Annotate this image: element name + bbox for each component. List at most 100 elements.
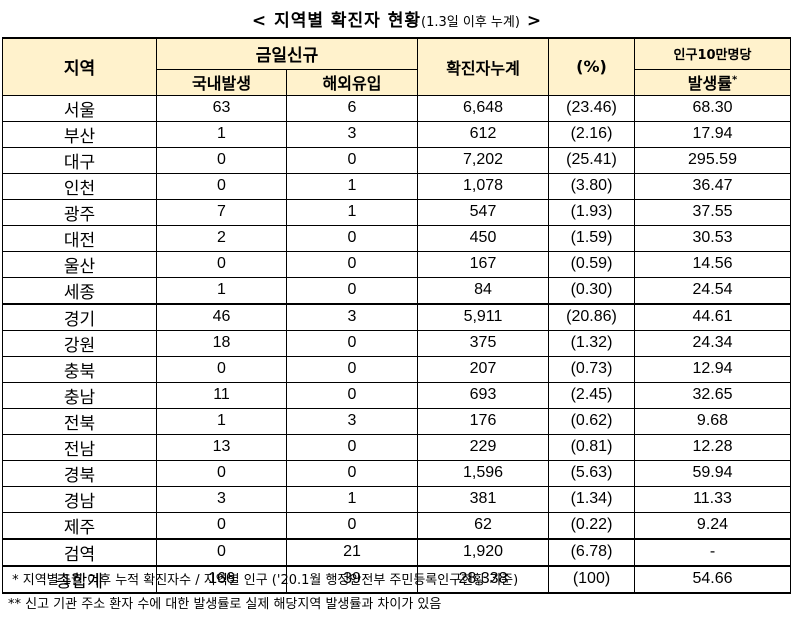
cell-percent: (0.59) [548, 250, 635, 278]
cell-rate: 44.61 [634, 302, 791, 331]
cell-percent: (20.86) [548, 302, 635, 331]
cell-overseas: 3 [286, 302, 418, 331]
cell-percent: (1.93) [548, 198, 635, 226]
cell-percent: (23.46) [548, 94, 635, 122]
cell-region: 광주 [2, 198, 157, 226]
cell-percent: (2.45) [548, 381, 635, 409]
cell-domestic: 1 [156, 276, 287, 304]
table-row: 전남 13 0 229 (0.81) 12.28 [2, 433, 791, 461]
cell-domestic: 63 [156, 94, 287, 122]
cell-rate: 24.34 [634, 329, 791, 357]
cell-domestic: 11 [156, 381, 287, 409]
table-row: 부산 1 3 612 (2.16) 17.94 [2, 120, 791, 148]
cell-rate: 36.47 [634, 172, 791, 200]
table-row: 경기 46 3 5,911 (20.86) 44.61 [2, 302, 791, 331]
table-row: 대전 2 0 450 (1.59) 30.53 [2, 224, 791, 252]
cell-overseas: 21 [286, 537, 418, 566]
cell-rate: 12.28 [634, 433, 791, 461]
cell-domestic: 1 [156, 120, 287, 148]
cell-percent: (25.41) [548, 146, 635, 174]
cell-percent: (5.63) [548, 459, 635, 487]
header-rate-line1: 인구10만명당 [634, 37, 791, 70]
cell-domestic: 7 [156, 198, 287, 226]
header-overseas: 해외유입 [286, 68, 418, 96]
cell-cumulative: 1,078 [417, 172, 549, 200]
cell-region: 검역 [2, 537, 157, 566]
cell-rate: 17.94 [634, 120, 791, 148]
cell-percent: (2.16) [548, 120, 635, 148]
cell-region: 전남 [2, 433, 157, 461]
cell-region: 대구 [2, 146, 157, 174]
cell-overseas: 1 [286, 198, 418, 226]
table-row: 서울 63 6 6,648 (23.46) 68.30 [2, 94, 791, 122]
cell-cumulative: 28,338 [417, 564, 549, 594]
cell-cumulative: 693 [417, 381, 549, 409]
cell-region: 서울 [2, 94, 157, 122]
cell-domestic: 166 [156, 564, 287, 594]
cell-cumulative: 612 [417, 120, 549, 148]
cell-overseas: 0 [286, 381, 418, 409]
cell-cumulative: 207 [417, 355, 549, 383]
cell-cumulative: 450 [417, 224, 549, 252]
header-rate-label: 발생률 [687, 74, 732, 93]
cell-cumulative: 381 [417, 485, 549, 513]
cell-region: 전북 [2, 407, 157, 435]
table-row: 대구 0 0 7,202 (25.41) 295.59 [2, 146, 791, 174]
cell-domestic: 0 [156, 537, 287, 566]
header-rate-footnote-mark: * [731, 74, 738, 86]
cell-region: 경기 [2, 302, 157, 331]
table-row: 인천 0 1 1,078 (3.80) 36.47 [2, 172, 791, 200]
table-row: 광주 7 1 547 (1.93) 37.55 [2, 198, 791, 226]
cell-percent: (3.80) [548, 172, 635, 200]
header-region: 지역 [2, 37, 157, 96]
cell-rate: 59.94 [634, 459, 791, 487]
header-today-new: 금일신규 [156, 37, 418, 70]
cell-cumulative: 547 [417, 198, 549, 226]
cell-percent: (0.30) [548, 276, 635, 304]
cell-cumulative: 229 [417, 433, 549, 461]
cell-percent: (1.32) [548, 329, 635, 357]
cell-percent: (0.73) [548, 355, 635, 383]
header-percent: (%) [548, 37, 635, 96]
cell-overseas: 0 [286, 459, 418, 487]
table-row: 전북 1 3 176 (0.62) 9.68 [2, 407, 791, 435]
table-row: 충남 11 0 693 (2.45) 32.65 [2, 381, 791, 409]
cell-overseas: 0 [286, 224, 418, 252]
title-subtitle: (1.3일 이후 누계) [421, 15, 520, 30]
cell-domestic: 0 [156, 146, 287, 174]
cell-rate: 9.68 [634, 407, 791, 435]
table-row: 경남 3 1 381 (1.34) 11.33 [2, 485, 791, 513]
table-header: 지역 금일신규 확진자누계 (%) 인구10만명당 국내발생 해외유입 발생률* [2, 37, 791, 96]
cell-region: 인천 [2, 172, 157, 200]
cell-rate: 30.53 [634, 224, 791, 252]
cell-overseas: 6 [286, 94, 418, 122]
table-row: 강원 18 0 375 (1.32) 24.34 [2, 329, 791, 357]
cell-overseas: 1 [286, 172, 418, 200]
table-row: 제주 0 0 62 (0.22) 9.24 [2, 511, 791, 539]
cell-domestic: 2 [156, 224, 287, 252]
regional-cases-table: 지역 금일신규 확진자누계 (%) 인구10만명당 국내발생 해외유입 발생률*… [2, 37, 791, 594]
cell-overseas: 0 [286, 433, 418, 461]
table-row: 세종 1 0 84 (0.30) 24.54 [2, 276, 791, 304]
cell-region: 강원 [2, 329, 157, 357]
cell-cumulative: 84 [417, 276, 549, 304]
table-row: 검역 0 21 1,920 (6.78) - [2, 537, 791, 566]
footnote-2: ** 신고 기관 주소 환자 수에 대한 발생률로 실제 해당지역 발생률과 차… [8, 597, 442, 612]
cell-rate: 11.33 [634, 485, 791, 513]
cell-region: 충북 [2, 355, 157, 383]
cell-overseas: 3 [286, 120, 418, 148]
header-domestic: 국내발생 [156, 68, 287, 96]
footnote-1: * 지역별 1월 이후 누적 확진자수 / 지역별 인구 ('20.1월 행정안… [8, 573, 519, 588]
cell-percent: (6.78) [548, 537, 635, 566]
footnotes: * 지역별 1월 이후 누적 확진자수 / 지역별 인구 ('20.1월 행정안… [8, 569, 788, 617]
cell-domestic: 0 [156, 355, 287, 383]
cell-percent: (0.62) [548, 407, 635, 435]
cell-overseas: 0 [286, 250, 418, 278]
cell-domestic: 0 [156, 250, 287, 278]
cell-overseas: 0 [286, 276, 418, 304]
cell-cumulative: 5,911 [417, 302, 549, 331]
cell-cumulative: 1,920 [417, 537, 549, 566]
cell-domestic: 46 [156, 302, 287, 331]
cell-domestic: 0 [156, 172, 287, 200]
cell-rate: - [634, 537, 791, 566]
